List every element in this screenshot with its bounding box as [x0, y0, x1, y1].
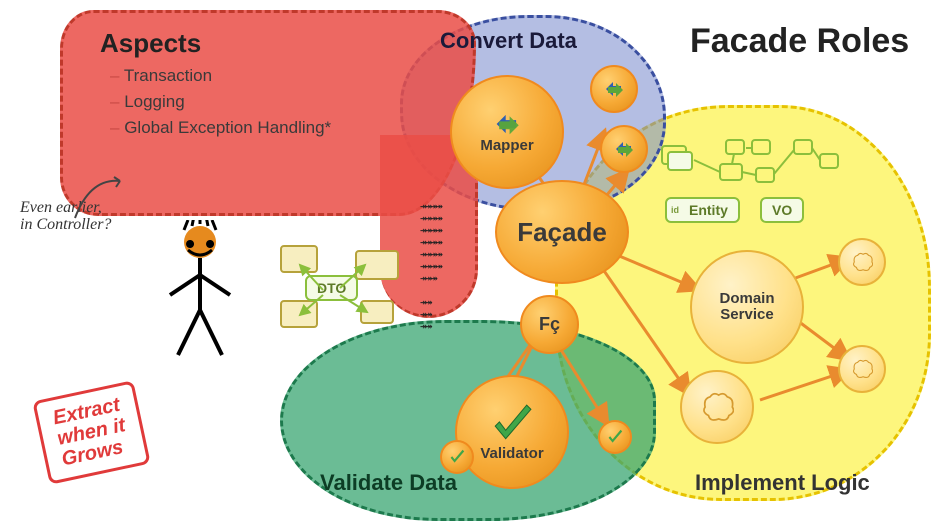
- fc-label: Fç: [539, 314, 560, 335]
- checkmark-icon: [449, 449, 465, 465]
- hatch-marks-icon: ↠↠↠↠ ↠↠↠↠ ↠↠↠↠ ↠↠↠↠ ↠↠↠↠ ↠↠↠↠ ↠↠↠ ↠↠ ↠↠ …: [420, 200, 441, 332]
- page-title: Facade Roles: [690, 22, 909, 61]
- node-validator-small-1: [440, 440, 474, 474]
- heading-logic: Implement Logic: [695, 470, 870, 496]
- checkmark-icon: [491, 403, 533, 445]
- aspects-item: Transaction: [110, 66, 331, 86]
- facade-label: Façade: [517, 217, 607, 248]
- tag-vo: VO: [760, 197, 804, 223]
- node-validator: Validator: [455, 375, 569, 489]
- node-fc: Fç: [520, 295, 579, 354]
- node-brain-large: [680, 370, 754, 444]
- tag-entity: id Entity: [665, 197, 740, 223]
- dto-arrows-icon: [275, 240, 415, 335]
- node-mapper-small-1: [590, 65, 638, 113]
- mapper-arrow-icon: [494, 111, 520, 137]
- schema-diagram-icon: [660, 138, 860, 193]
- heading-convert: Convert Data: [440, 28, 577, 54]
- entity-label: Entity: [689, 202, 728, 218]
- checkmark-icon: [607, 429, 623, 445]
- mapper-arrow-icon: [604, 79, 624, 99]
- mapper-arrow-icon: [614, 139, 634, 159]
- arrow-icon: [70, 173, 130, 223]
- brain-icon: [851, 251, 873, 273]
- heading-validate: Validate Data: [320, 470, 457, 496]
- node-mapper: Mapper: [450, 75, 564, 189]
- entity-id-prefix: id: [671, 205, 679, 215]
- heading-aspects: Aspects: [100, 28, 201, 59]
- aspects-item: Global Exception Handling*: [110, 118, 331, 138]
- validator-label: Validator: [480, 445, 543, 462]
- stick-figure-icon: [160, 220, 240, 360]
- node-brain-small-1: [838, 238, 886, 286]
- node-facade: Façade: [495, 180, 629, 284]
- sticker-extract: Extract when it Grows: [32, 380, 150, 485]
- domain-service-label: Domain Service: [719, 291, 774, 323]
- node-validator-small-2: [598, 420, 632, 454]
- aspects-item: Logging: [110, 92, 331, 112]
- aspects-list: Transaction Logging Global Exception Han…: [110, 66, 331, 144]
- mapper-label: Mapper: [480, 137, 533, 154]
- brain-icon: [851, 358, 873, 380]
- node-domain-service: Domain Service: [690, 250, 804, 364]
- brain-icon: [700, 390, 734, 424]
- node-mapper-small-2: [600, 125, 648, 173]
- node-brain-small-2: [838, 345, 886, 393]
